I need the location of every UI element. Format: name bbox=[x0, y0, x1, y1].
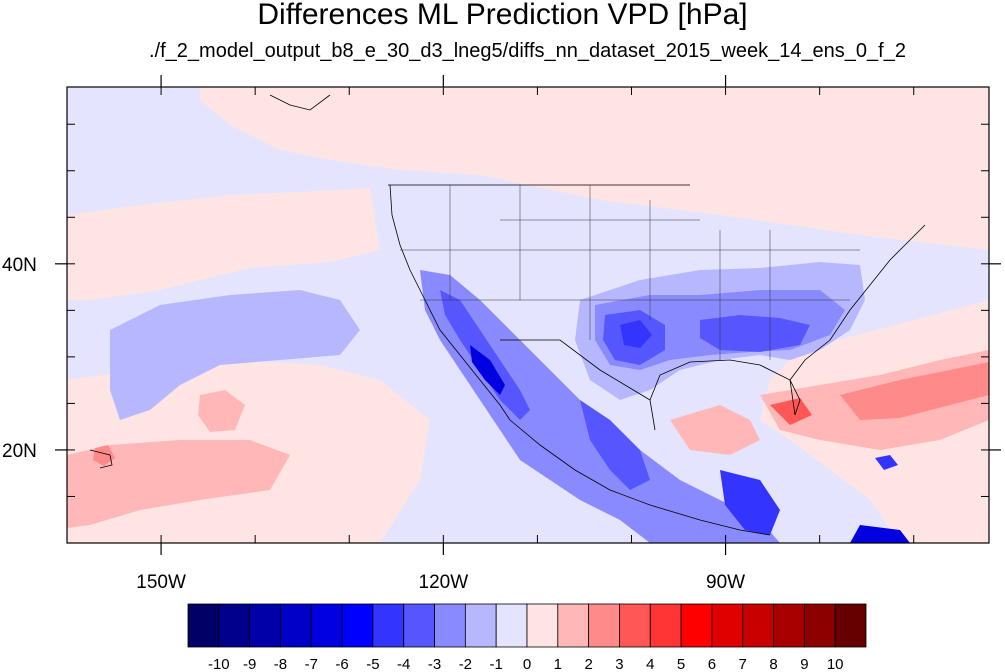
mexico-coastline bbox=[509, 419, 771, 536]
colorbar-label: -10 bbox=[208, 656, 230, 672]
colorbar-label: -7 bbox=[305, 656, 318, 672]
colorbar-box bbox=[526, 603, 559, 648]
negative-core-baja bbox=[470, 345, 505, 395]
colorbar-box bbox=[773, 603, 805, 648]
colorbar-label: -4 bbox=[397, 656, 410, 672]
negative-region-pacific-band bbox=[110, 290, 360, 420]
colorbar-box bbox=[557, 603, 590, 648]
colorbar-label: -9 bbox=[243, 656, 256, 672]
lon-tick-label: 90W bbox=[706, 572, 745, 593]
colorbar-box bbox=[619, 603, 651, 648]
colorbar-box bbox=[742, 603, 774, 648]
positive-patch-florida-east bbox=[770, 398, 812, 425]
colorbar-label: 7 bbox=[739, 656, 747, 672]
colorbar-label: -3 bbox=[428, 656, 441, 672]
figure-subtitle: ./f_2_model_output_b8_e_30_d3_lneg5/diff… bbox=[149, 40, 906, 62]
lat-tick-label: 20N bbox=[2, 441, 37, 462]
colorbar-label: 4 bbox=[646, 656, 654, 672]
negative-region-central-america bbox=[720, 470, 780, 535]
gulf-coastline bbox=[649, 359, 801, 431]
colorbar-box bbox=[341, 603, 374, 648]
negative-region-baja bbox=[440, 290, 530, 420]
colorbar-label: 5 bbox=[677, 656, 685, 672]
hawaii-coastline bbox=[89, 449, 113, 469]
colorbar-box bbox=[711, 603, 744, 648]
west-coastline bbox=[389, 184, 511, 421]
colorbar-label: -1 bbox=[490, 656, 503, 672]
negative-core-texas bbox=[620, 320, 652, 348]
colorbar-box bbox=[187, 603, 220, 648]
figure-title: Differences ML Prediction VPD [hPa] bbox=[257, 0, 748, 31]
positive-patch-gulf bbox=[670, 405, 760, 455]
negative-region-mexico-sierra bbox=[580, 400, 650, 490]
lat-tick-label: 40N bbox=[2, 255, 37, 276]
us-mexico-border bbox=[500, 339, 651, 401]
colorbar-box bbox=[588, 603, 620, 648]
axis-ticks: 150W 120W 90W 40N 20N bbox=[2, 75, 1001, 593]
positive-region-north bbox=[200, 87, 989, 250]
positive-region-hawaii bbox=[67, 440, 290, 528]
positive-region-west-pacific bbox=[67, 188, 380, 300]
colorbar-box bbox=[434, 603, 466, 648]
colorbar-box bbox=[372, 603, 405, 648]
colorbar-label: 2 bbox=[584, 656, 592, 672]
colorbar-box bbox=[834, 603, 867, 648]
colorbar-label: 10 bbox=[827, 656, 844, 672]
colorbar-label: 9 bbox=[800, 656, 808, 672]
colorbar-box bbox=[649, 603, 682, 648]
colorbar-box bbox=[680, 603, 713, 648]
colorbar-box bbox=[803, 603, 836, 648]
positive-patch-hawaii-island bbox=[93, 445, 115, 466]
colorbar-label: -2 bbox=[459, 656, 472, 672]
state-borders bbox=[400, 185, 860, 360]
coastlines bbox=[89, 94, 926, 536]
map-frame bbox=[66, 86, 990, 544]
negative-region-southeast bbox=[700, 315, 810, 352]
colorbar-box bbox=[218, 603, 251, 648]
negative-region-south-america bbox=[850, 525, 910, 543]
lon-tick-label: 120W bbox=[419, 572, 469, 593]
east-coastline bbox=[789, 224, 926, 416]
colorbar-box bbox=[403, 603, 435, 648]
colorbar-label: -6 bbox=[335, 656, 348, 672]
colorbar: -10 -9 -8 -7 -6 -5 -4 -3 -2 -1 0 1 2 3 4 5 6 7 8 9 10 bbox=[187, 603, 867, 672]
colorbar-box bbox=[310, 603, 343, 648]
colorbar-label: 1 bbox=[554, 656, 562, 672]
negative-region-mexico bbox=[420, 270, 780, 543]
alaska-coastline bbox=[269, 94, 331, 111]
colorbar-label: 6 bbox=[708, 656, 716, 672]
lon-tick-label: 150W bbox=[136, 572, 186, 593]
colorbar-label: 3 bbox=[615, 656, 623, 672]
negative-patch-caribbean bbox=[875, 455, 898, 470]
vpd-difference-field bbox=[67, 87, 989, 543]
colorbar-label: -5 bbox=[366, 656, 379, 672]
colorbar-label: -8 bbox=[274, 656, 287, 672]
colorbar-box bbox=[249, 603, 281, 648]
positive-region-atlantic-core bbox=[840, 362, 989, 420]
colorbar-box bbox=[464, 603, 497, 648]
positive-patch-pacific bbox=[198, 390, 245, 432]
colorbar-label: 8 bbox=[769, 656, 777, 672]
colorbar-box bbox=[495, 603, 528, 648]
colorbar-label: 0 bbox=[523, 656, 531, 672]
colorbar-box bbox=[280, 603, 312, 648]
